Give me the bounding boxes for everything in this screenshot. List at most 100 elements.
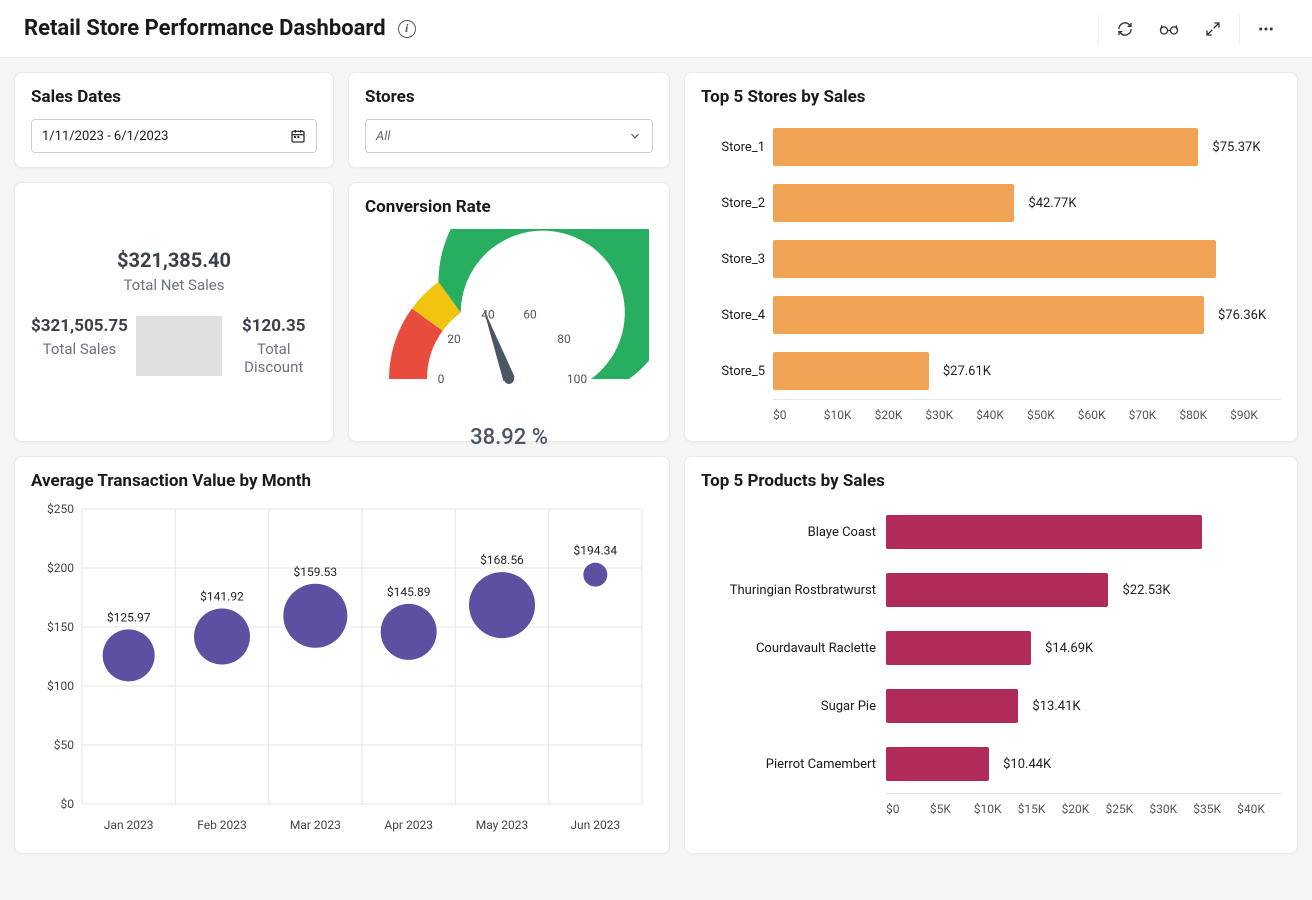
svg-text:$100: $100 [47, 679, 74, 693]
total-sales-label: Total Sales [31, 340, 128, 358]
more-horizontal-icon [1257, 20, 1275, 38]
bubble-point[interactable] [469, 572, 535, 638]
chevron-down-icon [628, 129, 642, 143]
store-bar[interactable] [773, 184, 1014, 222]
bubble-point[interactable] [583, 563, 607, 587]
product-bar-value: $14.69K [1045, 641, 1093, 656]
svg-text:$200: $200 [47, 561, 74, 575]
store-bar[interactable] [773, 128, 1198, 166]
svg-text:20: 20 [447, 332, 461, 346]
store-bar[interactable] [773, 352, 929, 390]
svg-text:$125.97: $125.97 [107, 610, 151, 624]
svg-text:Jun 2023: Jun 2023 [570, 818, 620, 832]
product-x-axis: $0$5K$10K$15K$20K$25K$30K$35K$40K [886, 793, 1281, 816]
store-bar-row: Store_1 $75.37K [701, 119, 1281, 175]
stores-filter-card: Stores All [348, 72, 670, 168]
info-icon[interactable]: i [398, 20, 416, 38]
bubble-point[interactable] [381, 604, 437, 660]
product-bar-value: $10.44K [1003, 757, 1051, 772]
total-discount-label: Total Discount [230, 340, 317, 376]
kpi-card: $321,385.40 Total Net Sales $321,505.75 … [14, 182, 334, 442]
expand-icon [1205, 21, 1221, 37]
total-sales-value: $321,505.75 [31, 316, 128, 336]
product-bar[interactable] [886, 747, 989, 781]
svg-text:$145.89: $145.89 [387, 585, 431, 599]
svg-text:Jan 2023: Jan 2023 [104, 818, 154, 832]
product-bar-label: Pierrot Camembert [701, 757, 886, 772]
refresh-button[interactable] [1103, 10, 1147, 48]
store-bar-label: Store_5 [701, 364, 773, 379]
svg-text:$194.34: $194.34 [574, 544, 618, 558]
total-discount-value: $120.35 [230, 316, 317, 336]
avg-transaction-title: Average Transaction Value by Month [31, 471, 653, 491]
stores-select-value: All [376, 129, 628, 144]
conversion-rate-gauge: 020406080100 [365, 229, 653, 429]
store-bar-value: $76.36K [1218, 308, 1266, 323]
avg-transaction-card: Average Transaction Value by Month $0 $50… [14, 456, 670, 854]
svg-text:Mar 2023: Mar 2023 [290, 818, 341, 832]
top-products-card: Top 5 Products by Sales Blaye Coast Thur… [684, 456, 1298, 854]
product-bar-label: Courdavault Raclette [701, 641, 886, 656]
svg-text:60: 60 [523, 307, 537, 321]
preview-button[interactable] [1147, 10, 1191, 48]
bubble-point[interactable] [194, 609, 250, 665]
store-bar-row: Store_5 $27.61K [701, 343, 1281, 399]
svg-text:$141.92: $141.92 [200, 590, 244, 604]
svg-text:$50: $50 [54, 738, 74, 752]
svg-text:Feb 2023: Feb 2023 [197, 818, 247, 832]
sales-dates-card: Sales Dates 1/11/2023 - 6/1/2023 [14, 72, 334, 168]
glasses-icon [1159, 21, 1179, 37]
product-bar[interactable] [886, 573, 1108, 607]
product-bar-label: Thuringian Rostbratwurst [701, 583, 886, 598]
conversion-rate-title: Conversion Rate [365, 197, 653, 217]
sales-dates-label: Sales Dates [31, 87, 317, 107]
store-bar-label: Store_3 [701, 252, 773, 267]
store-bar-label: Store_4 [701, 308, 773, 323]
sales-dates-input[interactable]: 1/11/2023 - 6/1/2023 [31, 119, 317, 153]
product-bar[interactable] [886, 515, 1202, 549]
store-bar[interactable] [773, 296, 1204, 334]
svg-text:0: 0 [438, 372, 445, 386]
store-bar-label: Store_2 [701, 196, 773, 211]
store-bar-value: $27.61K [943, 364, 991, 379]
conversion-rate-card: Conversion Rate 020406080100 38.92 % [348, 182, 670, 442]
header-bar: Retail Store Performance Dashboard i [0, 0, 1312, 58]
product-bar[interactable] [886, 631, 1031, 665]
product-bar-label: Blaye Coast [701, 525, 886, 540]
stores-select[interactable]: All [365, 119, 653, 153]
net-sales-value: $321,385.40 [117, 248, 231, 272]
calendar-icon [290, 128, 306, 144]
product-bar-label: Sugar Pie [701, 699, 886, 714]
top-products-title: Top 5 Products by Sales [701, 471, 1281, 491]
store-x-axis: $0$10K$20K$30K$40K$50K$60K$70K$80K$90K [773, 399, 1281, 422]
page-title: Retail Store Performance Dashboard [24, 16, 386, 41]
sales-dates-value: 1/11/2023 - 6/1/2023 [42, 129, 290, 144]
svg-text:$159.53: $159.53 [294, 565, 338, 579]
svg-text:100: 100 [567, 372, 587, 386]
stores-filter-label: Stores [365, 87, 653, 107]
store-bar-value: $75.37K [1212, 140, 1260, 155]
bubble-point[interactable] [103, 629, 155, 681]
store-bar[interactable] [773, 240, 1216, 278]
product-bar-row: Thuringian Rostbratwurst $22.53K [701, 561, 1281, 619]
store-bar-row: Store_3 [701, 231, 1281, 287]
avg-transaction-chart: $0 $50 $100 $150 $200 $250 $125.97 $141.92 $159.… [31, 499, 653, 839]
store-bar-label: Store_1 [701, 140, 773, 155]
top-stores-title: Top 5 Stores by Sales [701, 87, 1281, 107]
product-bar-row: Pierrot Camembert $10.44K [701, 735, 1281, 793]
product-bar[interactable] [886, 689, 1018, 723]
more-menu-button[interactable] [1244, 10, 1288, 48]
product-bar-row: Courdavault Raclette $14.69K [701, 619, 1281, 677]
svg-text:80: 80 [557, 332, 571, 346]
net-sales-label: Total Net Sales [124, 276, 225, 294]
svg-text:May 2023: May 2023 [476, 818, 529, 832]
product-bar-value: $13.41K [1032, 699, 1080, 714]
product-bar-row: Sugar Pie $13.41K [701, 677, 1281, 735]
svg-text:$0: $0 [61, 797, 75, 811]
svg-text:$250: $250 [47, 502, 74, 516]
fullscreen-button[interactable] [1191, 10, 1235, 48]
svg-text:Apr 2023: Apr 2023 [384, 818, 433, 832]
bubble-point[interactable] [283, 584, 347, 648]
svg-text:$150: $150 [47, 620, 74, 634]
product-bar-value: $22.53K [1122, 583, 1170, 598]
